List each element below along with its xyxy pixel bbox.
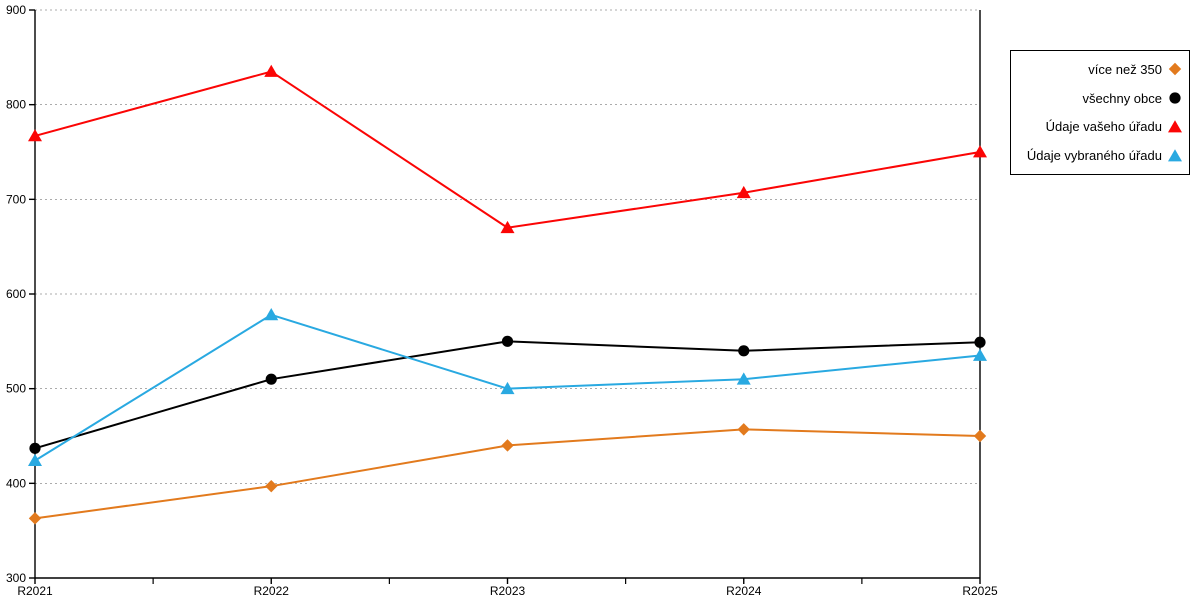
y-axis-tick-label: 800 [6, 98, 26, 112]
y-axis-tick-label: 600 [6, 287, 26, 301]
legend-item: všechny obce [1011, 91, 1189, 106]
legend-label: všechny obce [1082, 90, 1163, 106]
x-axis-tick-label: R2024 [726, 584, 762, 598]
x-axis-tick-label: R2025 [962, 584, 998, 598]
circle-marker-icon [1169, 92, 1181, 104]
y-axis-tick-label: 700 [6, 192, 26, 206]
y-axis-tick-label: 900 [6, 3, 26, 17]
legend-label: Údaje vašeho úřadu [1045, 119, 1162, 135]
triangle-marker-icon [1168, 148, 1182, 162]
y-axis-tick-label: 300 [6, 571, 26, 585]
x-axis-tick-label: R2023 [490, 584, 526, 598]
y-axis-tick-label: 400 [6, 476, 26, 490]
series-circle [29, 335, 986, 454]
series-triangle [28, 308, 987, 467]
legend: více než 350 všechny obce Údaje vašeho ú… [1010, 50, 1190, 175]
legend-label: více než 350 [1088, 61, 1162, 77]
triangle-marker-icon [1168, 120, 1182, 133]
legend-label: Údaje vybraného úřadu [1026, 148, 1162, 164]
y-axis-tick-label: 500 [6, 382, 26, 396]
x-axis-tick-label: R2022 [254, 584, 290, 598]
legend-item: Údaje vašeho úřadu [1011, 119, 1189, 134]
series-triangle [28, 64, 987, 234]
legend-item: více než 350 [1011, 62, 1189, 77]
plot-area: 300 400 500 600 700 800 900 R2021 R2022 R2023 R202… [6, 3, 998, 598]
series-diamond [28, 423, 987, 525]
diamond-marker-icon [1168, 63, 1182, 76]
legend-item: Údaje vybraného úřadu [1011, 148, 1189, 163]
x-axis-tick-label: R2021 [17, 584, 53, 598]
